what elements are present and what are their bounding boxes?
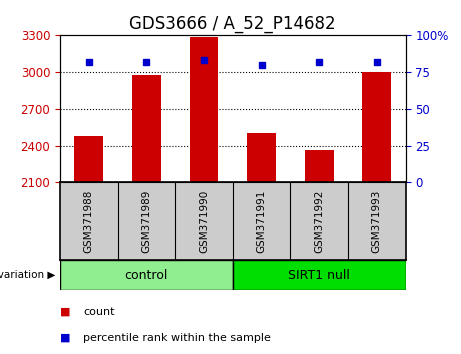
Text: ■: ■ — [60, 307, 71, 316]
Text: GSM371992: GSM371992 — [314, 189, 324, 253]
Bar — [247, 133, 276, 182]
Text: GSM371993: GSM371993 — [372, 189, 382, 253]
Text: GSM371991: GSM371991 — [257, 189, 266, 253]
Title: GDS3666 / A_52_P14682: GDS3666 / A_52_P14682 — [130, 15, 336, 33]
Bar — [60, 260, 233, 290]
Text: SIRT1 null: SIRT1 null — [288, 269, 350, 282]
Text: ■: ■ — [60, 333, 71, 343]
Bar — [189, 36, 219, 182]
Text: percentile rank within the sample: percentile rank within the sample — [83, 333, 271, 343]
Text: GSM371989: GSM371989 — [142, 189, 151, 253]
Text: count: count — [83, 307, 114, 316]
Text: GSM371990: GSM371990 — [199, 190, 209, 253]
Bar — [305, 150, 334, 182]
Bar — [132, 75, 161, 182]
Bar — [233, 260, 406, 290]
Text: control: control — [124, 269, 168, 282]
Text: GSM371988: GSM371988 — [84, 189, 94, 253]
Bar — [362, 72, 391, 182]
Text: genotype/variation ▶: genotype/variation ▶ — [0, 270, 55, 280]
Bar — [74, 136, 103, 182]
